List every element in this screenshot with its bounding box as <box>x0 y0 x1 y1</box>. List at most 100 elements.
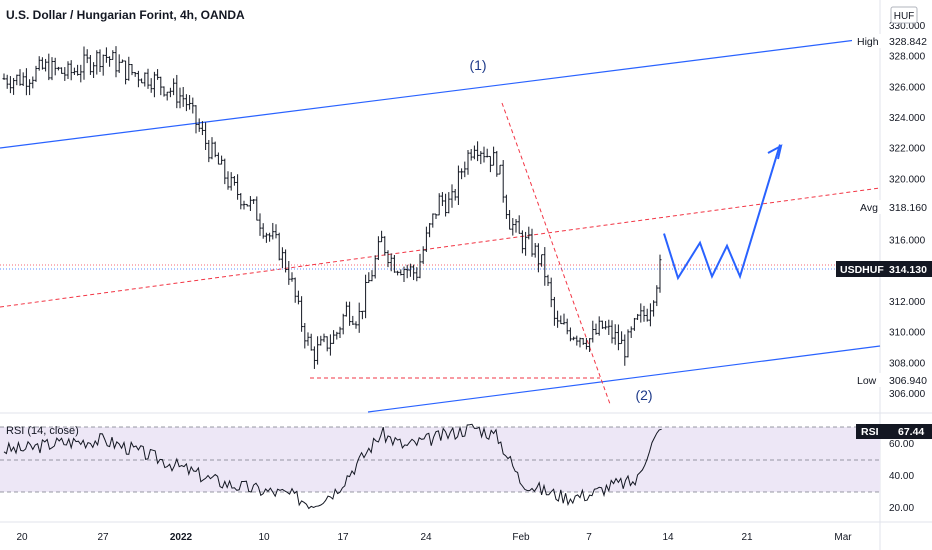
low-tag: Low 306.940 <box>852 373 932 387</box>
dashed-trendline[interactable] <box>0 187 881 308</box>
candle <box>344 301 348 317</box>
candle <box>120 59 124 63</box>
price-tick-label: 316.000 <box>889 236 926 247</box>
candle <box>466 149 470 175</box>
candle <box>543 247 547 286</box>
rsi-value-tag: RSI 67.44 <box>856 424 932 439</box>
candle <box>133 72 137 77</box>
candle <box>447 192 451 214</box>
candle <box>517 215 521 234</box>
candle <box>140 78 144 84</box>
candle <box>530 228 534 257</box>
candle <box>114 46 118 78</box>
candle <box>242 200 246 210</box>
candle <box>175 74 179 109</box>
candle <box>15 74 19 86</box>
candle <box>527 226 531 240</box>
candle <box>335 331 339 340</box>
candle <box>620 331 624 345</box>
price-tick-label: 308.000 <box>889 358 926 369</box>
candle <box>591 320 595 343</box>
low-tag-label: Low <box>857 375 877 387</box>
candle <box>565 318 569 335</box>
candle <box>127 56 131 81</box>
candle <box>389 253 393 272</box>
last-price-value: 314.130 <box>889 264 927 276</box>
channel-lower-line[interactable] <box>367 345 881 413</box>
candle <box>604 320 608 330</box>
candle <box>504 194 508 219</box>
candle <box>66 61 70 80</box>
candle <box>559 315 563 325</box>
rsi-tag-label: RSI <box>861 426 879 438</box>
candle <box>92 62 96 78</box>
candle <box>415 267 419 282</box>
candle <box>328 334 332 356</box>
price-tick-label: 320.000 <box>889 174 926 185</box>
candle <box>188 95 192 110</box>
candle <box>316 336 320 365</box>
price-tick-label: 322.000 <box>889 144 926 155</box>
candle <box>60 67 64 74</box>
candle <box>69 60 73 81</box>
rsi-axis: 20.00 40.00 60.00 <box>889 439 914 514</box>
candle <box>117 54 121 73</box>
rsi-tick-label: 60.00 <box>889 439 914 450</box>
candle <box>437 193 441 216</box>
rsi-tick-label: 40.00 <box>889 471 914 482</box>
candle <box>408 263 412 277</box>
candle <box>159 76 163 96</box>
candle <box>232 176 236 186</box>
candle <box>136 70 140 88</box>
candle <box>485 148 489 158</box>
time-tick-label: Mar <box>834 532 852 543</box>
candle <box>636 313 640 320</box>
candle <box>207 139 211 163</box>
channel-upper-line[interactable] <box>0 36 881 149</box>
projection-arrowhead <box>767 144 783 160</box>
candle <box>360 310 364 320</box>
candle <box>130 64 134 76</box>
candle <box>216 152 220 165</box>
price-tick-label: 324.000 <box>889 113 926 124</box>
candle <box>82 46 86 80</box>
candle <box>18 69 22 86</box>
candle <box>444 193 448 217</box>
candle <box>261 223 265 239</box>
candle <box>181 87 185 107</box>
rsi-tag-value: 67.44 <box>898 426 924 438</box>
dashed-diagonal-line[interactable] <box>501 102 611 405</box>
candle <box>594 323 598 335</box>
rsi-tick-label: 20.00 <box>889 503 914 514</box>
candle <box>351 315 355 325</box>
candle <box>348 301 352 326</box>
avg-tag-value: 318.160 <box>889 202 927 214</box>
candle <box>8 76 12 94</box>
candle <box>21 72 25 86</box>
candle <box>402 266 406 283</box>
candle <box>101 54 105 76</box>
time-axis[interactable]: 20 27 2022 10 17 24 Feb 7 14 21 Mar <box>16 532 852 543</box>
high-tag: High 328.842 <box>852 34 932 48</box>
candle <box>607 319 611 336</box>
chart-title: U.S. Dollar / Hungarian Forint, 4h, OAND… <box>6 8 245 22</box>
candle <box>434 213 438 220</box>
time-tick-label: 17 <box>337 532 349 543</box>
candle <box>319 335 323 346</box>
time-tick-label: 21 <box>741 532 753 543</box>
candle <box>284 249 288 273</box>
candle <box>95 50 99 75</box>
candle <box>572 336 576 341</box>
candle <box>47 53 51 81</box>
candle <box>396 270 400 276</box>
candle <box>392 255 396 273</box>
candle <box>440 192 444 207</box>
candle <box>85 49 89 64</box>
wave-label-1: (1) <box>469 57 486 73</box>
candle <box>309 333 313 351</box>
candle <box>338 326 342 339</box>
candle <box>476 141 480 162</box>
projection-path[interactable] <box>663 144 781 281</box>
candle <box>143 72 147 87</box>
candle <box>418 253 422 279</box>
